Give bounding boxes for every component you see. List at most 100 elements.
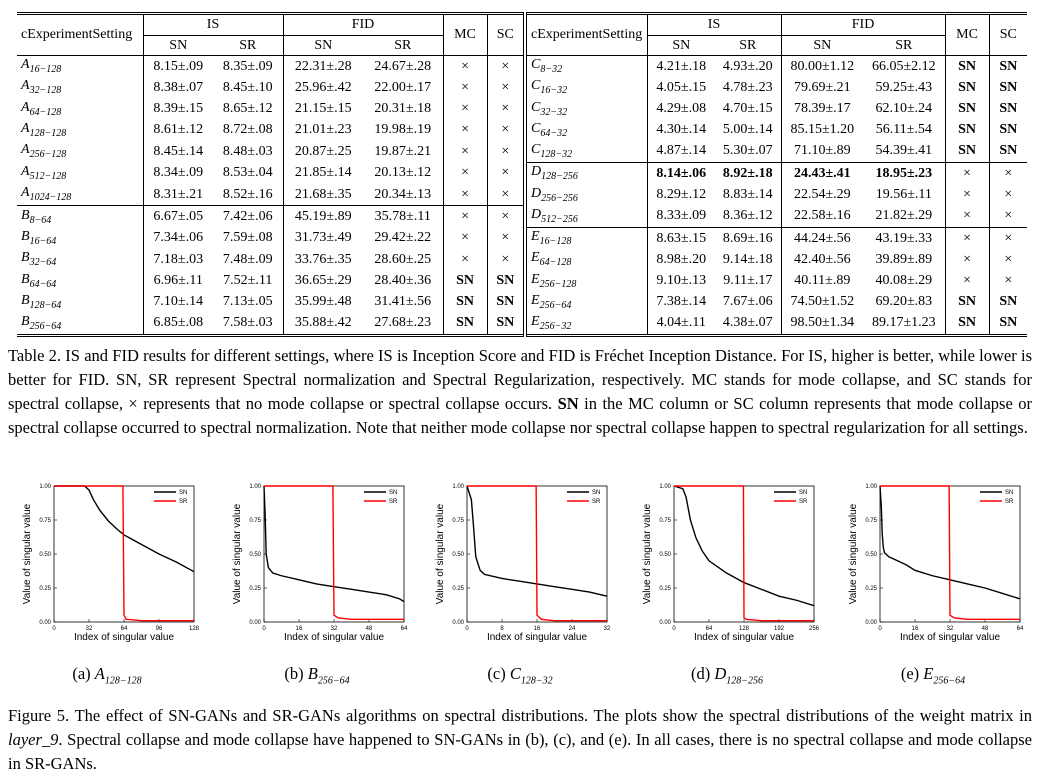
figure-panel-c: 0.00 0.25 0.50 0.75 1.00 0 8 16 24 32 Index of sin… xyxy=(425,478,615,686)
sc-cell: SN xyxy=(486,291,526,313)
setting-name: A256−128 xyxy=(21,142,67,160)
y-tick-label: 0.50 xyxy=(39,552,51,558)
y-tick-label: 0.50 xyxy=(659,552,671,558)
fid-sr-cell: 40.08±.29 xyxy=(875,272,933,288)
header-setting: cExperimentSetting xyxy=(21,27,133,42)
sc-cell: SN xyxy=(486,270,526,292)
is-sn-cell: 8.34±.09 xyxy=(142,162,213,185)
series-line-sr xyxy=(264,485,404,620)
fid-sr-cell: 89.17±1.23 xyxy=(871,315,936,331)
fid-sr-cell: 39.89±.89 xyxy=(875,251,933,267)
mc-cell: × xyxy=(442,227,488,250)
mc-cell: SN xyxy=(944,98,990,120)
mc-cell: × xyxy=(944,270,990,292)
fid-sn-cell: 21.01±.23 xyxy=(282,119,364,141)
x-axis-label: Index of singular value xyxy=(284,632,385,643)
is-sn-cell: 8.31±.21 xyxy=(142,184,213,206)
y-tick-label: 1.00 xyxy=(249,484,261,490)
is-sr-cell: 4.70±.15 xyxy=(722,100,773,116)
table-row: B16−64 7.34±.06 7.59±.08 31.73±.49 29.42±.22… xyxy=(17,227,1028,250)
legend-label-sn: SN xyxy=(179,490,187,496)
setting-name: A512−128 xyxy=(21,163,67,182)
mc-cell: × xyxy=(442,184,488,206)
fid-sr-cell: 29.42±.22 xyxy=(374,230,432,246)
sc-cell: × xyxy=(486,162,526,185)
is-sr-cell: 8.83±.14 xyxy=(722,186,773,202)
header-is-right: IS xyxy=(646,13,782,36)
y-tick-label: 0.50 xyxy=(452,552,464,558)
fid-sn-cell: 40.11±.89 xyxy=(780,270,864,292)
sc-cell: × xyxy=(486,119,526,141)
mc-cell: × xyxy=(944,227,990,250)
sc-cell: SN xyxy=(486,312,526,336)
table-row: A64−128 8.39±.15 8.65±.12 21.15±.15 20.31±.1… xyxy=(17,98,1028,120)
mc-cell: SN xyxy=(442,291,488,313)
fid-sr-cell: 24.67±.28 xyxy=(374,58,432,74)
setting-name: A32−128 xyxy=(21,78,62,97)
x-tick-label: 64 xyxy=(706,626,713,632)
mc-cell: SN xyxy=(944,119,990,141)
sc-cell: × xyxy=(988,270,1028,292)
x-tick-label: 0 xyxy=(672,626,676,632)
fid-sr-cell: 54.39±.41 xyxy=(875,143,933,159)
setting-name: D128−256 xyxy=(523,161,648,185)
fid-sn-cell: 36.65±.29 xyxy=(282,270,364,292)
sc-cell: × xyxy=(486,77,526,99)
fid-sr-cell: 21.82±.29 xyxy=(875,208,933,224)
setting-name: C64−32 xyxy=(523,119,648,141)
y-tick-label: 0.25 xyxy=(39,586,51,592)
mc-cell: SN xyxy=(944,140,990,163)
is-sr-cell: 7.59±.08 xyxy=(222,230,273,246)
setting-name: C16−32 xyxy=(523,77,648,99)
figure-panel-b: 0.00 0.25 0.50 0.75 1.00 0 16 32 48 64 Index of si… xyxy=(222,478,412,686)
x-tick-label: 32 xyxy=(86,626,93,632)
setting-name: B64−64 xyxy=(21,271,57,290)
sc-cell: × xyxy=(988,227,1028,250)
mc-cell: SN xyxy=(944,77,990,99)
subheader-is-sr: SR xyxy=(213,35,284,56)
chart-c: 0.00 0.25 0.50 0.75 1.00 0 8 16 24 32 Index of sin… xyxy=(435,484,611,643)
setting-name: D512−256 xyxy=(523,205,648,228)
sc-cell: × xyxy=(486,227,526,250)
y-tick-label: 0.00 xyxy=(39,620,51,626)
figure-panel-d: 0.00 0.25 0.50 0.75 1.00 0 64 128 192 256 Index of… xyxy=(632,478,822,686)
fid-sn-cell: 24.43±.41 xyxy=(780,161,864,185)
mc-cell: × xyxy=(944,161,990,185)
is-sr-cell: 8.35±.09 xyxy=(222,58,273,74)
fid-sn-cell: 80.00±1.12 xyxy=(780,55,864,78)
is-sr-cell: 4.38±.07 xyxy=(722,315,773,331)
series-line-sn xyxy=(879,485,1021,600)
legend-label-sn: SN xyxy=(592,490,600,496)
sc-cell: × xyxy=(486,249,526,271)
is-sr-cell: 7.58±.03 xyxy=(222,315,273,331)
fid-sr-cell: 59.25±.43 xyxy=(875,79,933,95)
fid-sn-cell: 20.87±.25 xyxy=(282,140,364,163)
y-tick-label: 0.00 xyxy=(659,620,671,626)
is-sn-cell: 6.85±.08 xyxy=(142,312,213,336)
y-tick-label: 0.75 xyxy=(249,518,261,524)
is-sn-cell: 8.39±.15 xyxy=(142,98,213,120)
fid-sn-cell: 21.68±.35 xyxy=(282,184,364,206)
fid-sr-cell: 19.56±.11 xyxy=(875,186,932,202)
is-sn-cell: 4.04±.11 xyxy=(646,312,716,336)
fid-sr-cell: 20.34±.13 xyxy=(374,186,432,202)
sc-cell: SN xyxy=(988,291,1028,313)
fid-sn-cell: 33.76±.35 xyxy=(282,249,364,271)
x-tick-label: 48 xyxy=(366,626,373,632)
series-line-sr xyxy=(880,485,1020,620)
mc-cell: SN xyxy=(944,55,990,78)
figure-panel-a: 0.00 0.25 0.50 0.75 1.00 0 32 64 96 128 Index of s… xyxy=(12,478,202,686)
y-axis-label: Value of singular value xyxy=(642,503,653,604)
y-axis-label: Value of singular value xyxy=(848,503,859,604)
is-sr-cell: 9.11±.17 xyxy=(723,272,773,288)
setting-name: B32−64 xyxy=(21,250,57,269)
header-setting-right: cExperimentSetting xyxy=(523,13,648,56)
is-sr-cell: 9.14±.18 xyxy=(722,251,773,267)
y-tick-label: 0.00 xyxy=(865,620,877,626)
fid-sr-cell: 69.20±.83 xyxy=(875,294,933,310)
fid-sr-cell: 18.95±.23 xyxy=(863,161,946,185)
y-tick-label: 0.25 xyxy=(659,586,671,592)
sc-cell: × xyxy=(486,98,526,120)
mc-cell: × xyxy=(442,205,488,228)
is-sn-cell: 4.30±.14 xyxy=(646,119,716,141)
